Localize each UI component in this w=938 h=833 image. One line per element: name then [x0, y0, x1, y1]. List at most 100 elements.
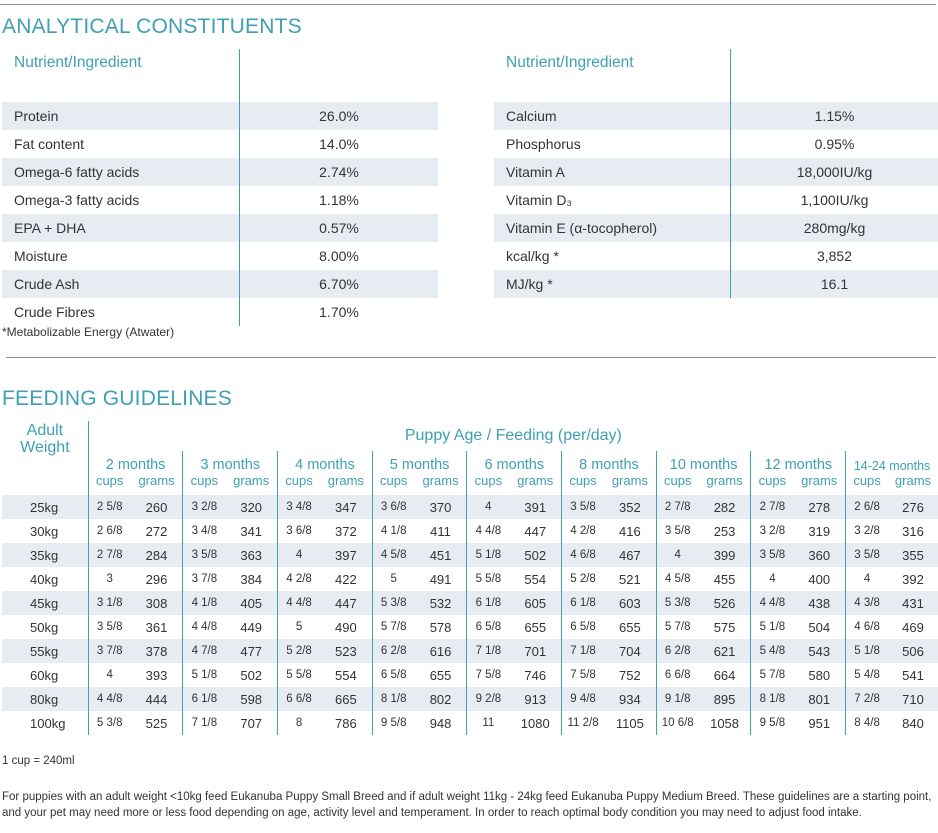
- grams-cell: 400: [808, 571, 831, 587]
- grams-cell: 951: [808, 715, 831, 731]
- cups-cell: 6 5/8: [561, 615, 604, 639]
- grams-cell: 504: [808, 619, 831, 635]
- cups-cell: 3: [87, 567, 131, 591]
- nutrient-row: Crude Fibres 1.70%: [2, 298, 438, 326]
- grams-cell: 422: [335, 571, 357, 587]
- grams-cell: 319: [808, 523, 831, 539]
- nutrient-value: 1.70%: [239, 298, 438, 326]
- cups-cell: 4 2/8: [277, 567, 320, 591]
- weight-cell: 50kg: [30, 619, 59, 635]
- grams-header: grams: [327, 473, 364, 488]
- grams-cell: 253: [713, 523, 736, 539]
- cups-cell: 4: [87, 663, 131, 687]
- cups-cell: 6 6/8: [655, 663, 699, 687]
- weight-cell: 60kg: [30, 667, 59, 683]
- weight-cell: 35kg: [2, 543, 89, 567]
- grams-cell: 707: [240, 715, 263, 731]
- cups-cell: 4 4/8: [466, 519, 510, 543]
- cups-cell: 4: [655, 543, 699, 567]
- grams-cell: 282: [698, 495, 751, 519]
- grams-cell: 523: [319, 639, 373, 663]
- cups-cell: 6 2/8: [655, 639, 699, 663]
- feeding-row: 25kg 2 5/8 260 3 2/8 320 3 4/8 347 3 6/8 370 4 391…: [2, 495, 938, 519]
- cups-cell: 4 6/8: [845, 615, 888, 639]
- grams-cell: 575: [713, 619, 736, 635]
- nutrient-name: Protein: [2, 102, 240, 130]
- grams-cell: 352: [603, 495, 657, 519]
- puppy-age-header: Puppy Age / Feeding (per/day): [87, 421, 938, 451]
- grams-cell: 603: [603, 591, 657, 615]
- nutrient-header: Nutrient/Ingredient: [2, 49, 240, 102]
- nutrient-value: 3,852: [730, 242, 938, 270]
- nutrient-row: Vitamin D₃ 1,100IU/kg: [494, 186, 938, 214]
- cups-cell: 3 5/8: [182, 543, 226, 567]
- grams-cell: 665: [319, 687, 373, 711]
- nutrient-row: kcal/kg * 3,852: [494, 242, 938, 270]
- nutrient-name: Calcium: [494, 102, 731, 130]
- cups-cell: 2 6/8: [845, 495, 888, 519]
- grams-cell: 580: [808, 667, 831, 683]
- grams-cell: 502: [240, 667, 263, 683]
- cups-cell: 4 5/8: [655, 567, 699, 591]
- grams-cell: 526: [698, 591, 751, 615]
- cups-cell: 4 7/8: [182, 639, 226, 663]
- cups-cell: 3 1/8: [87, 591, 131, 615]
- nutrient-row: Phosphorus 0.95%: [494, 130, 938, 158]
- cups-cell: 8 1/8: [371, 687, 415, 711]
- grams-cell: 532: [414, 591, 467, 615]
- cups-cell: 5 1/8: [466, 543, 510, 567]
- cups-cell: 8: [277, 711, 320, 735]
- grams-cell: 372: [335, 523, 357, 539]
- cups-cell: 4 4/8: [277, 591, 320, 615]
- nutrient-name: MJ/kg *: [494, 270, 731, 298]
- grams-cell: 444: [130, 687, 183, 711]
- grams-cell: 393: [145, 667, 168, 683]
- cups-header: cups: [845, 473, 888, 495]
- grams-cell: 1080: [520, 715, 550, 731]
- grams-cell: 416: [619, 523, 641, 539]
- cups-cell: 3 2/8: [845, 519, 888, 543]
- analytical-table-right: Nutrient/Ingredient Calcium 1.15% Phosphor…: [494, 49, 938, 298]
- feeding-row: 35kg 2 7/8 284 3 5/8 363 4 397 4 5/8 451 5 1/8 502…: [2, 543, 938, 567]
- cups-cell: 5 3/8: [87, 711, 131, 735]
- grams-cell: 1058: [710, 715, 740, 731]
- cups-cell: 9 1/8: [655, 687, 699, 711]
- feeding-note: For puppies with an adult weight <10kg f…: [2, 791, 932, 819]
- nutrient-row: Fat content 14.0%: [2, 130, 438, 158]
- nutrient-value: 280mg/kg: [730, 214, 938, 242]
- grams-cell: 397: [319, 543, 373, 567]
- grams-cell: 278: [793, 495, 846, 519]
- feeding-row: 45kg 3 1/8 308 4 1/8 405 4 4/8 447 5 3/8 532 6 1/…: [2, 591, 938, 615]
- nutrient-row: Vitamin E (α-tocopherol) 280mg/kg: [494, 214, 938, 242]
- cups-cell: 7 2/8: [845, 687, 888, 711]
- grams-cell: 664: [713, 667, 736, 683]
- cups-cell: 5 1/8: [182, 663, 226, 687]
- cups-cell: 2 7/8: [750, 495, 794, 519]
- cups-cell: 9 4/8: [561, 687, 604, 711]
- cups-header: cups: [561, 473, 604, 495]
- grams-cell: 284: [130, 543, 183, 567]
- feeding-row: 55kg 3 7/8 378 4 7/8 477 5 2/8 523 6 2/8 616 7 1/…: [2, 639, 938, 663]
- month-header: 10 months: [655, 451, 751, 473]
- nutrient-row: Omega-6 fatty acids 2.74%: [2, 158, 438, 186]
- grams-cell: 399: [698, 543, 751, 567]
- grams-header: grams: [706, 473, 743, 488]
- nutrient-value: 8.00%: [239, 242, 438, 270]
- cups-cell: 10 6/8: [655, 711, 699, 735]
- cups-cell: 7 1/8: [561, 639, 604, 663]
- nutrient-value: 26.0%: [239, 102, 438, 130]
- grams-cell: 260: [130, 495, 183, 519]
- cups-cell: 7 5/8: [561, 663, 604, 687]
- grams-cell: 272: [145, 523, 168, 539]
- cup-note: 1 cup = 240ml: [2, 755, 75, 767]
- grams-cell: 655: [524, 619, 547, 635]
- grams-cell: 616: [414, 639, 467, 663]
- nutrient-value: 6.70%: [239, 270, 438, 298]
- nutrient-value: 1.18%: [239, 186, 438, 214]
- grams-cell: 521: [619, 571, 641, 587]
- month-header: 2 months: [87, 451, 183, 473]
- grams-cell: 447: [524, 523, 547, 539]
- nutrient-name: Vitamin A: [494, 158, 731, 186]
- cups-cell: 5 7/8: [750, 663, 794, 687]
- cups-cell: 6 5/8: [371, 663, 415, 687]
